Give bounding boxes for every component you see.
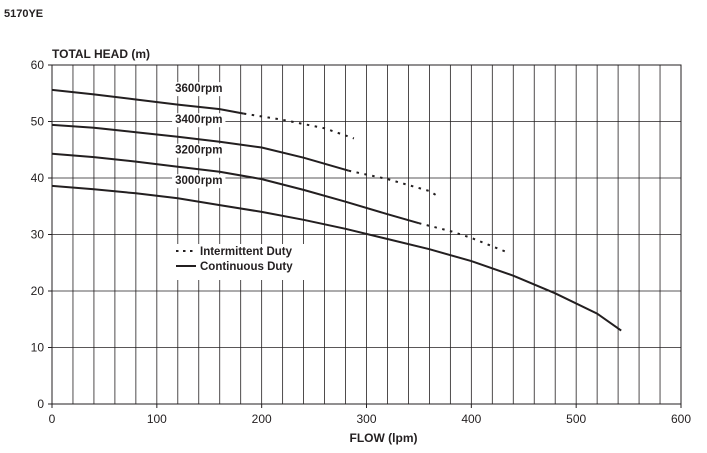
y-tick-label: 40 — [31, 171, 45, 185]
legend-entry: Intermittent Duty — [200, 246, 293, 258]
x-tick-label: 100 — [147, 412, 167, 426]
curve-3400rpm-continuous — [51, 123, 349, 172]
curve-3200rpm-continuous — [51, 152, 420, 225]
curve-label-background — [172, 174, 226, 189]
y-tick-label: 0 — [37, 397, 44, 411]
x-tick-label: 600 — [671, 412, 691, 426]
curve-label-background — [172, 113, 226, 128]
curve-labels: 3600rpm 3400rpm 3200rpm 3000rpm — [172, 82, 226, 189]
curve-3600rpm-continuous — [51, 88, 244, 115]
curve-label-background — [172, 143, 226, 158]
legend: Intermittent Duty Continuous Duty — [172, 244, 310, 280]
y-tick-label: 30 — [31, 228, 45, 242]
y-tick-label: 50 — [31, 115, 45, 129]
y-tick-label: 20 — [31, 284, 45, 298]
x-tick-label: 0 — [49, 412, 56, 426]
legend-entry: Continuous Duty — [200, 261, 293, 273]
curve-label-3000rpm: 3000rpm — [175, 175, 222, 187]
curve-label-3600rpm: 3600rpm — [175, 83, 222, 95]
y-axis-label: TOTAL HEAD (m) — [52, 47, 150, 61]
x-tick-label: 200 — [252, 412, 272, 426]
curve-label-3400rpm: 3400rpm — [175, 114, 222, 126]
curves — [51, 88, 622, 332]
curve-3600rpm-intermittent — [243, 112, 355, 140]
x-tick-label: 400 — [461, 412, 481, 426]
curve-label-background — [172, 82, 226, 97]
curve-label-3200rpm: 3200rpm — [175, 145, 222, 157]
legend-background — [172, 244, 310, 280]
plot-frame — [51, 64, 682, 405]
tick-labels: 0 100 200 300 400 500 600 0 10 20 30 40 50 60 — [31, 58, 692, 426]
y-tick-label: 60 — [31, 58, 45, 72]
model-label: 5170YE — [4, 8, 44, 20]
curve-3000rpm-continuous — [51, 184, 622, 332]
y-tick-label: 10 — [31, 341, 45, 355]
curve-3200rpm-intermittent — [418, 222, 509, 254]
curve-3400rpm-intermittent — [348, 169, 437, 196]
x-axis-label: FLOW (lpm) — [349, 431, 418, 445]
x-tick-label: 500 — [566, 412, 586, 426]
x-tick-label: 300 — [356, 412, 376, 426]
